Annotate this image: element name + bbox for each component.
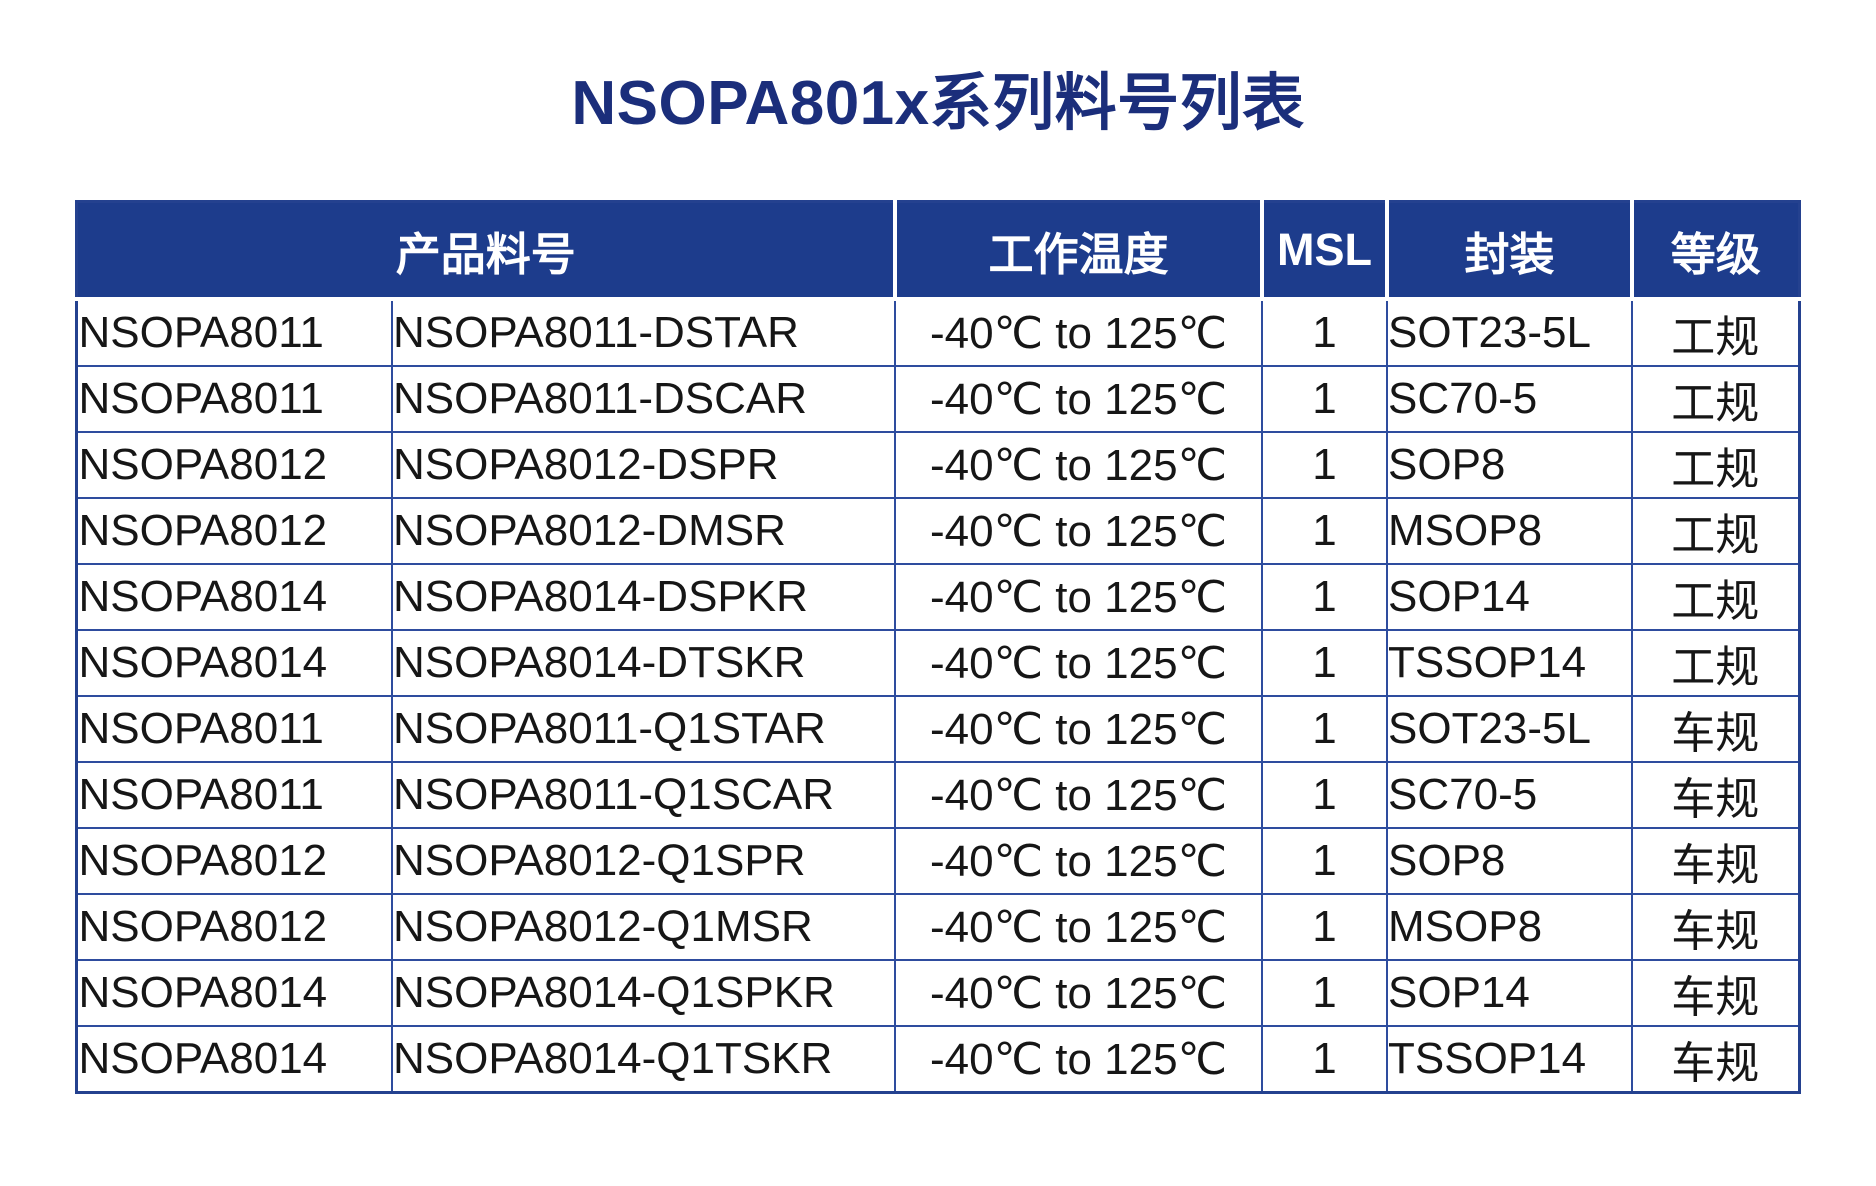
cell-temperature-range: -40℃ to 125℃ — [894, 298, 1263, 367]
cell-part-number: NSOPA8014-DSPKR — [390, 563, 897, 631]
cell-grade: 车规 — [1631, 695, 1800, 763]
cell-product-family: NSOPA8011 — [75, 761, 393, 829]
cell-grade: 工规 — [1631, 298, 1800, 367]
cell-temperature-range: -40℃ to 125℃ — [894, 827, 1263, 895]
cell-msl: 1 — [1261, 893, 1388, 961]
cell-product-family: NSOPA8012 — [75, 827, 393, 895]
cell-product-family: NSOPA8014 — [75, 563, 393, 631]
cell-package: SC70-5 — [1386, 761, 1633, 829]
cell-part-number: NSOPA8014-Q1SPKR — [390, 959, 897, 1027]
table-row: NSOPA8011 NSOPA8011-Q1SCAR -40℃ to 125℃ … — [75, 761, 1800, 829]
cell-temperature-range: -40℃ to 125℃ — [894, 497, 1263, 565]
table-row: NSOPA8012 NSOPA8012-Q1MSR -40℃ to 125℃ 1… — [75, 893, 1800, 961]
cell-package: TSSOP14 — [1386, 629, 1633, 697]
cell-temperature-range: -40℃ to 125℃ — [894, 1025, 1263, 1094]
table-row: NSOPA8014 NSOPA8014-DSPKR -40℃ to 125℃ 1… — [75, 563, 1800, 631]
cell-part-number: NSOPA8011-DSCAR — [390, 365, 897, 433]
cell-grade: 工规 — [1631, 563, 1800, 631]
cell-package: SOP8 — [1386, 827, 1633, 895]
header-msl: MSL — [1262, 201, 1389, 301]
cell-package: SOT23-5L — [1386, 695, 1633, 763]
cell-product-family: NSOPA8014 — [75, 1025, 393, 1094]
cell-grade: 车规 — [1631, 1025, 1800, 1094]
cell-msl: 1 — [1261, 1025, 1388, 1094]
cell-msl: 1 — [1261, 695, 1388, 763]
cell-msl: 1 — [1261, 563, 1388, 631]
cell-grade: 工规 — [1631, 497, 1800, 565]
table-row: NSOPA8012 NSOPA8012-DSPR -40℃ to 125℃ 1 … — [75, 431, 1800, 499]
page-title: NSOPA801x系列料号列表 — [571, 69, 1305, 138]
table-header: 产品料号 工作温度 MSL 封装 等级 — [76, 201, 1799, 301]
cell-temperature-range: -40℃ to 125℃ — [894, 431, 1263, 499]
cell-msl: 1 — [1261, 629, 1388, 697]
cell-msl: 1 — [1261, 959, 1388, 1027]
cell-product-family: NSOPA8011 — [75, 298, 393, 367]
cell-part-number: NSOPA8012-Q1SPR — [390, 827, 897, 895]
cell-temperature-range: -40℃ to 125℃ — [894, 695, 1263, 763]
cell-msl: 1 — [1261, 827, 1388, 895]
header-operating-temperature: 工作温度 — [895, 201, 1264, 301]
cell-msl: 1 — [1261, 431, 1388, 499]
table-row: NSOPA8011 NSOPA8011-DSTAR -40℃ to 125℃ 1… — [75, 298, 1800, 367]
cell-package: SC70-5 — [1386, 365, 1633, 433]
cell-part-number: NSOPA8014-DTSKR — [390, 629, 897, 697]
table-row: NSOPA8012 NSOPA8012-DMSR -40℃ to 125℃ 1 … — [75, 497, 1800, 565]
cell-product-family: NSOPA8012 — [75, 497, 393, 565]
cell-msl: 1 — [1261, 365, 1388, 433]
cell-package: SOT23-5L — [1386, 298, 1633, 367]
cell-package: SOP14 — [1386, 563, 1633, 631]
table-row: NSOPA8011 NSOPA8011-DSCAR -40℃ to 125℃ 1… — [75, 365, 1800, 433]
cell-package: MSOP8 — [1386, 497, 1633, 565]
cell-temperature-range: -40℃ to 125℃ — [894, 563, 1263, 631]
header-grade: 等级 — [1632, 201, 1799, 301]
cell-package: TSSOP14 — [1386, 1025, 1633, 1094]
header-row: 产品料号 工作温度 MSL 封装 等级 — [76, 201, 1799, 301]
cell-product-family: NSOPA8012 — [75, 431, 393, 499]
cell-grade: 工规 — [1631, 431, 1800, 499]
cell-temperature-range: -40℃ to 125℃ — [894, 893, 1263, 961]
cell-product-family: NSOPA8012 — [75, 893, 393, 961]
table-row: NSOPA8014 NSOPA8014-Q1TSKR -40℃ to 125℃ … — [75, 1025, 1800, 1094]
cell-grade: 工规 — [1631, 365, 1800, 433]
cell-grade: 车规 — [1631, 959, 1800, 1027]
cell-package: SOP14 — [1386, 959, 1633, 1027]
table-body: NSOPA8011 NSOPA8011-DSTAR -40℃ to 125℃ 1… — [75, 298, 1800, 1094]
cell-part-number: NSOPA8011-Q1SCAR — [390, 761, 897, 829]
cell-msl: 1 — [1261, 761, 1388, 829]
parts-table: 产品料号 工作温度 MSL 封装 等级 NSOPA8011 NSOPA8011-… — [75, 200, 1801, 1094]
cell-product-family: NSOPA8011 — [75, 695, 393, 763]
page: NSOPA801x系列料号列表 产品料号 工作温度 MSL 封装 等级 NSOP… — [0, 52, 1876, 1094]
cell-product-family: NSOPA8011 — [75, 365, 393, 433]
table-row: NSOPA8012 NSOPA8012-Q1SPR -40℃ to 125℃ 1… — [75, 827, 1800, 895]
cell-grade: 车规 — [1631, 893, 1800, 961]
cell-msl: 1 — [1261, 298, 1388, 367]
cell-part-number: NSOPA8011-Q1STAR — [390, 695, 897, 763]
cell-temperature-range: -40℃ to 125℃ — [894, 761, 1263, 829]
table-row: NSOPA8014 NSOPA8014-DTSKR -40℃ to 125℃ 1… — [75, 629, 1800, 697]
cell-part-number: NSOPA8012-DMSR — [390, 497, 897, 565]
cell-grade: 工规 — [1631, 629, 1800, 697]
cell-part-number: NSOPA8011-DSTAR — [390, 298, 897, 367]
cell-temperature-range: -40℃ to 125℃ — [894, 629, 1263, 697]
cell-temperature-range: -40℃ to 125℃ — [894, 365, 1263, 433]
cell-package: MSOP8 — [1386, 893, 1633, 961]
table-row: NSOPA8011 NSOPA8011-Q1STAR -40℃ to 125℃ … — [75, 695, 1800, 763]
cell-part-number: NSOPA8012-DSPR — [390, 431, 897, 499]
cell-temperature-range: -40℃ to 125℃ — [894, 959, 1263, 1027]
cell-product-family: NSOPA8014 — [75, 959, 393, 1027]
cell-part-number: NSOPA8014-Q1TSKR — [390, 1025, 897, 1094]
cell-msl: 1 — [1261, 497, 1388, 565]
cell-grade: 车规 — [1631, 761, 1800, 829]
header-package: 封装 — [1387, 201, 1634, 301]
cell-grade: 车规 — [1631, 827, 1800, 895]
table-row: NSOPA8014 NSOPA8014-Q1SPKR -40℃ to 125℃ … — [75, 959, 1800, 1027]
cell-part-number: NSOPA8012-Q1MSR — [390, 893, 897, 961]
header-product-part-number: 产品料号 — [76, 201, 898, 301]
cell-package: SOP8 — [1386, 431, 1633, 499]
cell-product-family: NSOPA8014 — [75, 629, 393, 697]
